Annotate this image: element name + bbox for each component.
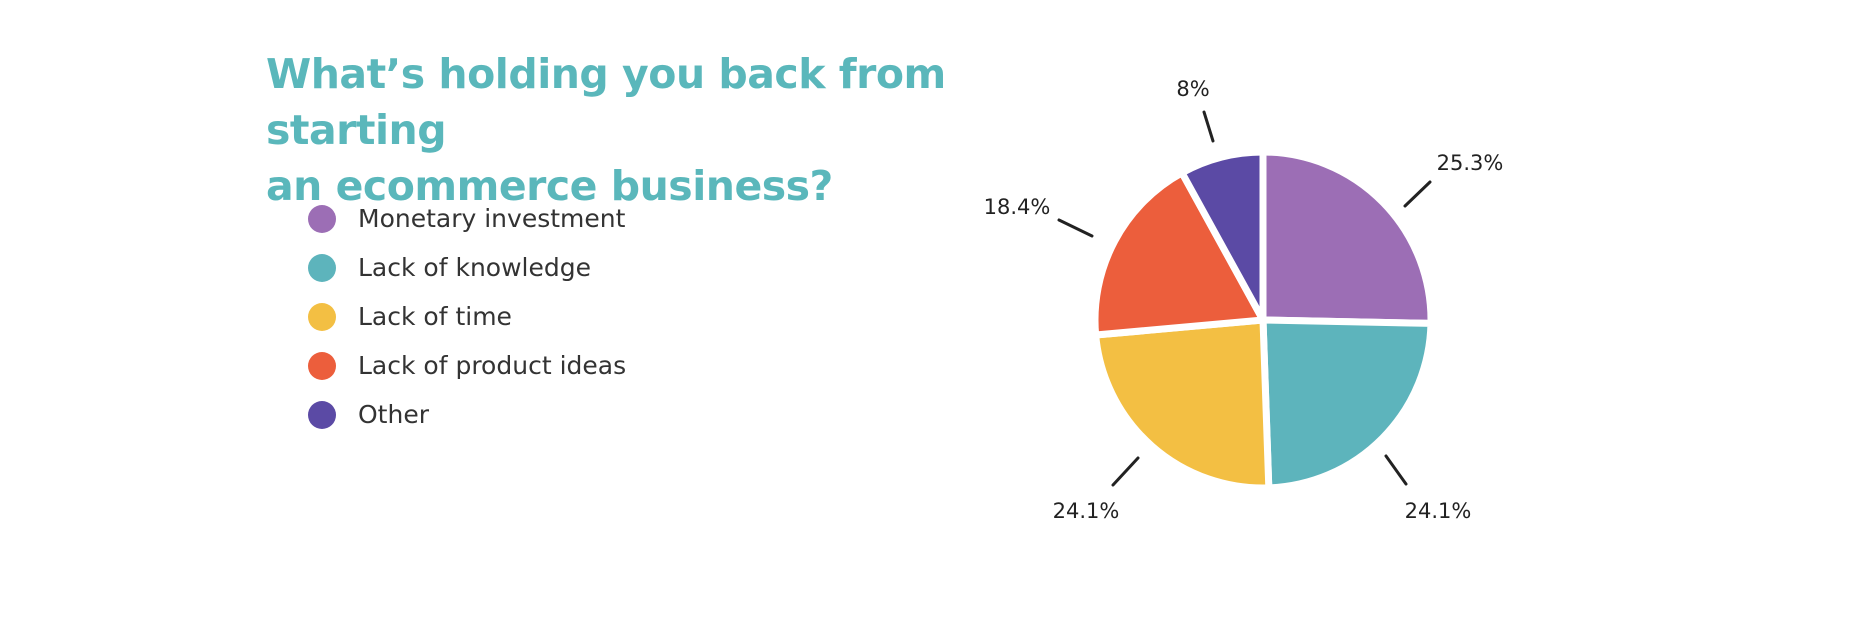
leader-line: [1111, 456, 1140, 487]
legend: Monetary investment Lack of knowledge La…: [308, 194, 626, 439]
legend-swatch-lack-of-knowledge: [308, 253, 336, 282]
legend-item: Lack of product ideas: [308, 341, 626, 390]
chart-title-line-1: What’s holding you back from starting: [266, 50, 946, 154]
legend-label: Lack of knowledge: [358, 253, 591, 282]
legend-label: Lack of product ideas: [358, 351, 627, 380]
leader-line: [1202, 110, 1215, 143]
slice-value-label: 24.1%: [1053, 499, 1120, 523]
leader-line: [1403, 180, 1432, 208]
slice-value-label: 18.4%: [984, 195, 1051, 219]
legend-label: Other: [358, 400, 429, 429]
legend-item: Monetary investment: [308, 194, 626, 243]
pie-slice-lack-of-product-ideas: [1091, 169, 1267, 339]
slice-value-label: 24.1%: [1405, 499, 1472, 523]
pie-slice-lack-of-knowledge: [1259, 316, 1435, 492]
pie-slice-other: [1178, 148, 1267, 324]
leader-line: [1057, 218, 1094, 238]
leader-line: [1384, 454, 1408, 486]
legend-swatch-lack-of-time: [308, 302, 336, 331]
slice-value-label: 8%: [1176, 77, 1209, 101]
legend-swatch-monetary-investment: [308, 204, 336, 233]
pie-slice-monetary-investment: [1259, 148, 1435, 327]
legend-swatch-lack-of-product-ideas: [308, 351, 336, 380]
legend-item: Other: [308, 390, 626, 439]
slice-value-label: 25.3%: [1437, 151, 1504, 175]
legend-item: Lack of knowledge: [308, 243, 626, 292]
chart-title-line-2: an ecommerce business?: [266, 162, 833, 210]
chart-title: What’s holding you back from starting an…: [266, 46, 1066, 214]
legend-label: Monetary investment: [358, 204, 626, 233]
legend-swatch-other: [308, 400, 336, 429]
pie-slice-lack-of-time: [1092, 316, 1273, 492]
legend-item: Lack of time: [308, 292, 626, 341]
legend-label: Lack of time: [358, 302, 512, 331]
